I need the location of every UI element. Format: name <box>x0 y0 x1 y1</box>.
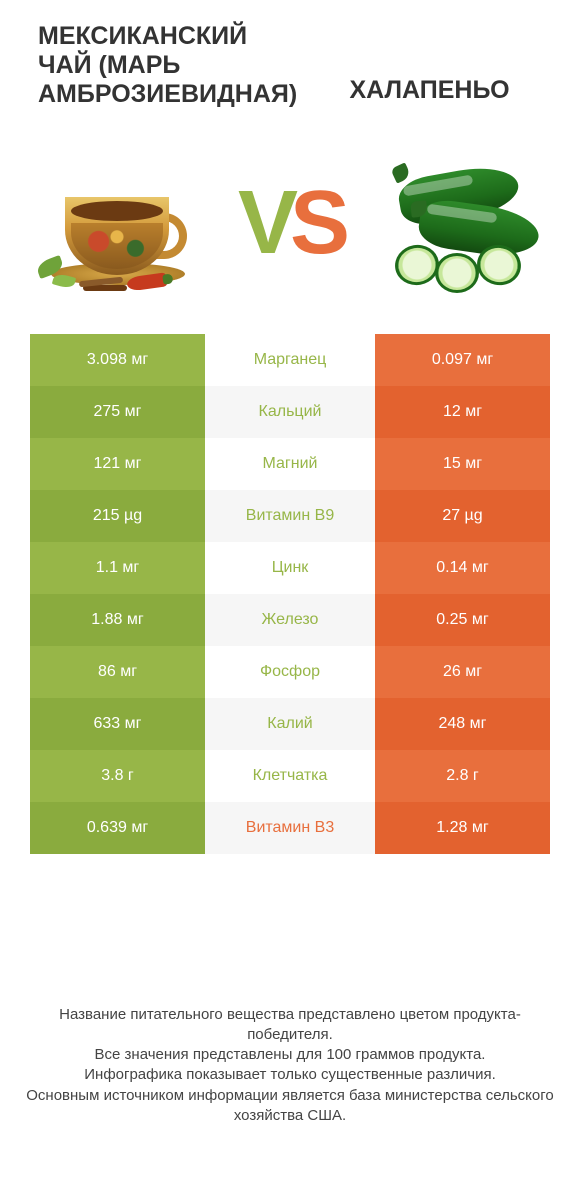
right-value: 1.28 мг <box>375 802 550 854</box>
nutrient-name: Клетчатка <box>205 750 375 802</box>
nutrient-name: Цинк <box>205 542 375 594</box>
table-row: 215 µgВитамин B927 µg <box>30 490 550 542</box>
teacup-icon <box>35 153 195 293</box>
table-row: 1.88 мгЖелезо0.25 мг <box>30 594 550 646</box>
nutrient-name: Кальций <box>205 386 375 438</box>
left-value: 1.1 мг <box>30 542 205 594</box>
table-row: 3.8 гКлетчатка2.8 г <box>30 750 550 802</box>
left-value: 3.098 мг <box>30 334 205 386</box>
right-value: 27 µg <box>375 490 550 542</box>
header-titles: МЕКСИКАНСКИЙ ЧАЙ (МАРЬ АМБРОЗИЕВИДНАЯ) Х… <box>0 0 580 108</box>
table-row: 1.1 мгЦинк0.14 мг <box>30 542 550 594</box>
right-value: 26 мг <box>375 646 550 698</box>
nutrient-name: Фосфор <box>205 646 375 698</box>
nutrient-name: Калий <box>205 698 375 750</box>
left-value: 3.8 г <box>30 750 205 802</box>
right-value: 0.097 мг <box>375 334 550 386</box>
table-row: 121 мгМагний15 мг <box>30 438 550 490</box>
left-value: 275 мг <box>30 386 205 438</box>
right-value: 15 мг <box>375 438 550 490</box>
title-left: МЕКСИКАНСКИЙ ЧАЙ (МАРЬ АМБРОЗИЕВИДНАЯ) <box>20 22 299 108</box>
title-right: ХАЛАПЕНЬО <box>299 76 560 109</box>
comparison-table: 3.098 мгМарганец0.097 мг275 мгКальций12 … <box>30 334 550 854</box>
nutrient-name: Магний <box>205 438 375 490</box>
right-value: 0.14 мг <box>375 542 550 594</box>
left-value: 1.88 мг <box>30 594 205 646</box>
right-value: 12 мг <box>375 386 550 438</box>
nutrient-name: Марганец <box>205 334 375 386</box>
vs-label: VS <box>238 178 342 268</box>
left-value: 215 µg <box>30 490 205 542</box>
table-row: 275 мгКальций12 мг <box>30 386 550 438</box>
table-row: 3.098 мгМарганец0.097 мг <box>30 334 550 386</box>
nutrient-name: Витамин B9 <box>205 490 375 542</box>
jalapeno-icon <box>385 153 545 293</box>
hero-row: VS <box>0 108 580 328</box>
left-value: 0.639 мг <box>30 802 205 854</box>
table-row: 633 мгКалий248 мг <box>30 698 550 750</box>
product-left-image <box>30 148 200 298</box>
nutrient-name: Витамин B3 <box>205 802 375 854</box>
right-value: 2.8 г <box>375 750 550 802</box>
table-row: 0.639 мгВитамин B31.28 мг <box>30 802 550 854</box>
vs-v: V <box>238 173 290 273</box>
product-right-image <box>380 148 550 298</box>
nutrient-name: Железо <box>205 594 375 646</box>
left-value: 86 мг <box>30 646 205 698</box>
left-value: 121 мг <box>30 438 205 490</box>
table-row: 86 мгФосфор26 мг <box>30 646 550 698</box>
left-value: 633 мг <box>30 698 205 750</box>
right-value: 248 мг <box>375 698 550 750</box>
right-value: 0.25 мг <box>375 594 550 646</box>
footer-notes: Название питательного вещества представл… <box>0 1005 580 1127</box>
vs-s: S <box>290 173 342 273</box>
